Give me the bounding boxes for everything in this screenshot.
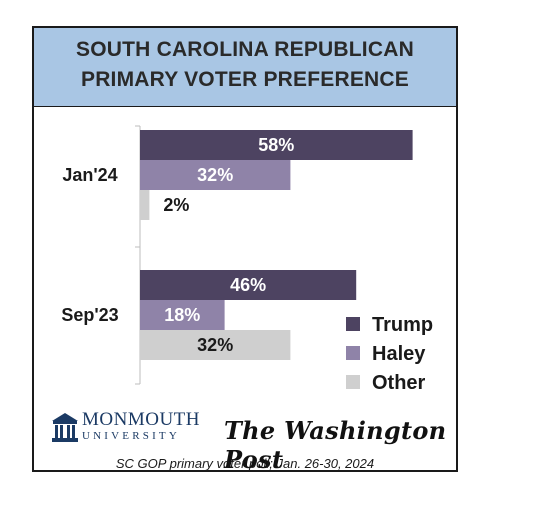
- bar-haley: [140, 300, 225, 330]
- chart-frame: SOUTH CAROLINA REPUBLICAN PRIMARY VOTER …: [32, 26, 458, 474]
- data-label: 32%: [197, 165, 233, 185]
- data-label: 18%: [164, 305, 200, 325]
- data-label: 46%: [230, 275, 266, 295]
- monmouth-wordmark: MONMOUTH UNIVERSITY: [82, 409, 200, 443]
- monmouth-sub: UNIVERSITY: [82, 430, 180, 442]
- bar-trump: [140, 130, 413, 160]
- legend-label-trump: Trump: [372, 314, 433, 336]
- chart-title-line2: PRIMARY VOTER PREFERENCE: [80, 68, 409, 91]
- legend-swatch-haley: [346, 346, 360, 360]
- bar-other: [140, 330, 291, 360]
- monmouth-logo: [50, 412, 80, 449]
- bar-other: [140, 190, 150, 220]
- chart-title-line1: SOUTH CAROLINA REPUBLICAN: [76, 38, 414, 61]
- data-label: 2%: [163, 195, 189, 215]
- source-note: SC GOP primary voter poll; Jan. 26-30, 2…: [115, 456, 375, 471]
- legend-swatch-other: [346, 375, 360, 389]
- legend-swatch-trump: [346, 317, 360, 331]
- category-label: Sep'23: [61, 305, 118, 325]
- chart-header: SOUTH CAROLINA REPUBLICAN PRIMARY VOTER …: [34, 28, 456, 107]
- category-label: Jan'24: [62, 165, 117, 185]
- bar-chart: Jan'24 58% 32% 2% Sep'23 46% 18% 32% Trump Haley O…: [61, 125, 433, 394]
- monmouth-name: MONMOUTH: [82, 409, 200, 430]
- data-label: 58%: [258, 135, 294, 155]
- bar-trump: [140, 270, 357, 300]
- bar-haley: [140, 160, 291, 190]
- legend-label-haley: Haley: [372, 343, 426, 365]
- washington-post-logo: The Washington Post: [224, 416, 447, 474]
- logos-row: MONMOUTH UNIVERSITY The Washington Post: [34, 408, 456, 474]
- data-label: 32%: [197, 335, 233, 355]
- legend-label-other: Other: [372, 372, 426, 394]
- building-icon: [52, 413, 78, 442]
